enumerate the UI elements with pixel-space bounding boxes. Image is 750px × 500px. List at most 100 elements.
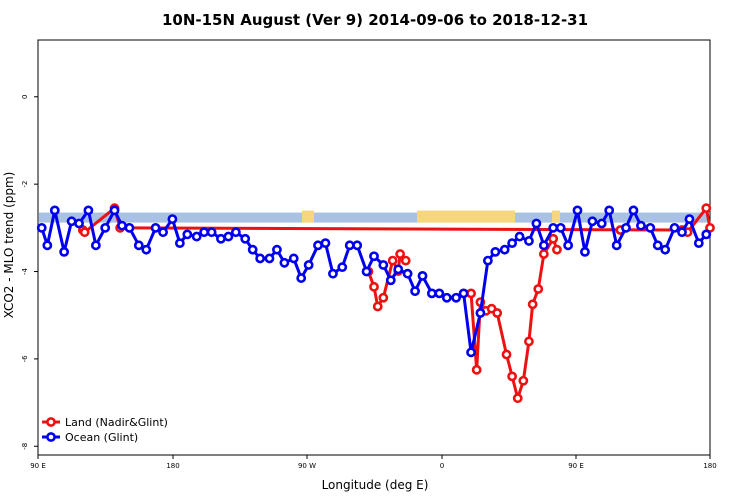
data-point bbox=[372, 301, 383, 312]
legend-label: Ocean (Glint) bbox=[65, 431, 138, 444]
y-tick-label: -4 bbox=[21, 267, 29, 275]
data-point bbox=[451, 292, 462, 303]
data-point bbox=[466, 288, 476, 299]
data-point bbox=[660, 244, 671, 255]
data-point bbox=[158, 227, 168, 238]
data-point bbox=[279, 257, 290, 268]
data-point bbox=[434, 288, 445, 299]
legend-marker bbox=[46, 432, 56, 442]
data-point bbox=[524, 336, 534, 347]
data-point bbox=[555, 222, 566, 233]
data-point bbox=[492, 308, 503, 318]
data-point bbox=[288, 253, 299, 264]
chart-title: 10N-15N August (Ver 9) 2014-09-06 to 201… bbox=[162, 11, 588, 29]
x-tick-label: 90 E bbox=[30, 462, 46, 470]
data-point bbox=[512, 393, 523, 404]
y-tick-label: -8 bbox=[21, 443, 29, 450]
series-layer bbox=[36, 203, 715, 404]
axes: 90 E 180 90 W 0 90 E 180 0 -2 -4 -6 -8 bbox=[21, 39, 717, 470]
data-point bbox=[42, 240, 53, 251]
data-point bbox=[303, 260, 314, 270]
data-point bbox=[49, 205, 60, 216]
data-point bbox=[501, 349, 512, 360]
data-point bbox=[628, 205, 639, 216]
data-point bbox=[475, 308, 486, 318]
data-point bbox=[230, 227, 241, 238]
data-point bbox=[264, 253, 275, 264]
data-point bbox=[124, 222, 135, 233]
data-point bbox=[458, 288, 469, 299]
data-point bbox=[320, 238, 331, 249]
data-point bbox=[385, 275, 396, 286]
land-patch bbox=[302, 210, 314, 223]
x-tick-label: 180 bbox=[703, 462, 716, 470]
data-point bbox=[636, 220, 646, 231]
x-tick-label: 90 W bbox=[298, 462, 316, 470]
data-point bbox=[533, 284, 544, 294]
data-point bbox=[596, 218, 607, 229]
data-point bbox=[518, 375, 529, 386]
land-patch bbox=[552, 210, 560, 223]
x-tick-label: 90 E bbox=[568, 462, 584, 470]
data-point bbox=[400, 255, 411, 266]
data-point bbox=[369, 281, 379, 292]
data-point bbox=[548, 222, 559, 233]
y-tick-label: -2 bbox=[21, 181, 29, 188]
data-point bbox=[272, 244, 282, 255]
data-point bbox=[174, 238, 185, 249]
data-point bbox=[471, 364, 482, 375]
data-point bbox=[490, 246, 501, 257]
data-point bbox=[531, 218, 542, 229]
data-point bbox=[240, 233, 251, 244]
series-line bbox=[81, 206, 712, 234]
data-point bbox=[141, 244, 152, 255]
data-point bbox=[701, 203, 712, 214]
data-point bbox=[117, 220, 127, 231]
data-point bbox=[693, 238, 704, 249]
data-point bbox=[426, 288, 437, 299]
data-point bbox=[538, 249, 549, 259]
x-tick-label: 0 bbox=[440, 462, 444, 470]
data-point bbox=[255, 253, 266, 264]
y-tick-label: 0 bbox=[21, 95, 29, 99]
data-point bbox=[466, 347, 476, 358]
data-point bbox=[604, 205, 615, 216]
data-point bbox=[59, 246, 70, 257]
data-point bbox=[621, 222, 631, 233]
data-point bbox=[701, 229, 712, 240]
land-ocean-band bbox=[39, 210, 709, 223]
plot-frame bbox=[37, 39, 711, 456]
data-point bbox=[337, 262, 348, 273]
data-point bbox=[684, 214, 695, 225]
series-line bbox=[469, 237, 559, 400]
data-point bbox=[482, 255, 493, 266]
data-point bbox=[296, 273, 307, 283]
data-point bbox=[507, 238, 518, 249]
data-point bbox=[580, 246, 590, 257]
data-point bbox=[150, 222, 161, 233]
data-point bbox=[402, 268, 413, 279]
data-point bbox=[677, 227, 687, 238]
x-tick-label: 180 bbox=[166, 462, 179, 470]
data-point bbox=[66, 216, 77, 227]
data-point bbox=[552, 244, 562, 255]
data-point bbox=[417, 270, 428, 281]
data-point bbox=[572, 205, 583, 216]
data-point bbox=[563, 240, 574, 251]
data-point bbox=[499, 244, 510, 255]
ocean-band bbox=[39, 212, 709, 223]
data-point bbox=[79, 227, 90, 238]
data-point bbox=[669, 222, 680, 233]
land-patch bbox=[417, 210, 515, 223]
legend-label: Land (Nadir&Glint) bbox=[65, 416, 168, 429]
data-point bbox=[395, 249, 406, 259]
data-point bbox=[441, 292, 452, 303]
data-point bbox=[378, 260, 389, 270]
data-point bbox=[74, 218, 84, 229]
y-axis-label: XCO2 - MLO trend (ppm) bbox=[2, 172, 16, 319]
data-point bbox=[344, 240, 355, 251]
data-point bbox=[167, 214, 178, 225]
y-tick-label: -6 bbox=[21, 355, 29, 363]
data-point bbox=[36, 222, 47, 233]
legend-marker bbox=[46, 417, 56, 427]
